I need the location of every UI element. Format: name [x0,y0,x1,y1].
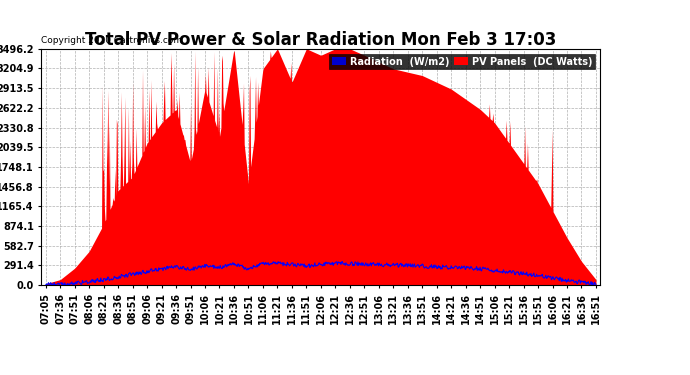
Title: Total PV Power & Solar Radiation Mon Feb 3 17:03: Total PV Power & Solar Radiation Mon Feb… [85,31,557,49]
Text: Copyright 2020 Cartronics.com: Copyright 2020 Cartronics.com [41,36,183,45]
Legend: Radiation  (W/m2), PV Panels  (DC Watts): Radiation (W/m2), PV Panels (DC Watts) [328,54,595,69]
